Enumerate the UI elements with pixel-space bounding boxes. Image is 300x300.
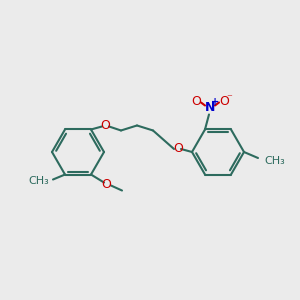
Text: +: + — [211, 98, 219, 107]
Text: N: N — [205, 101, 215, 114]
Text: O: O — [100, 119, 110, 132]
Text: O: O — [173, 142, 183, 154]
Text: ⁻: ⁻ — [226, 94, 232, 103]
Text: O: O — [219, 95, 229, 108]
Text: CH₃: CH₃ — [28, 176, 49, 185]
Text: O: O — [101, 178, 111, 191]
Text: O: O — [191, 95, 201, 108]
Text: CH₃: CH₃ — [264, 156, 285, 166]
